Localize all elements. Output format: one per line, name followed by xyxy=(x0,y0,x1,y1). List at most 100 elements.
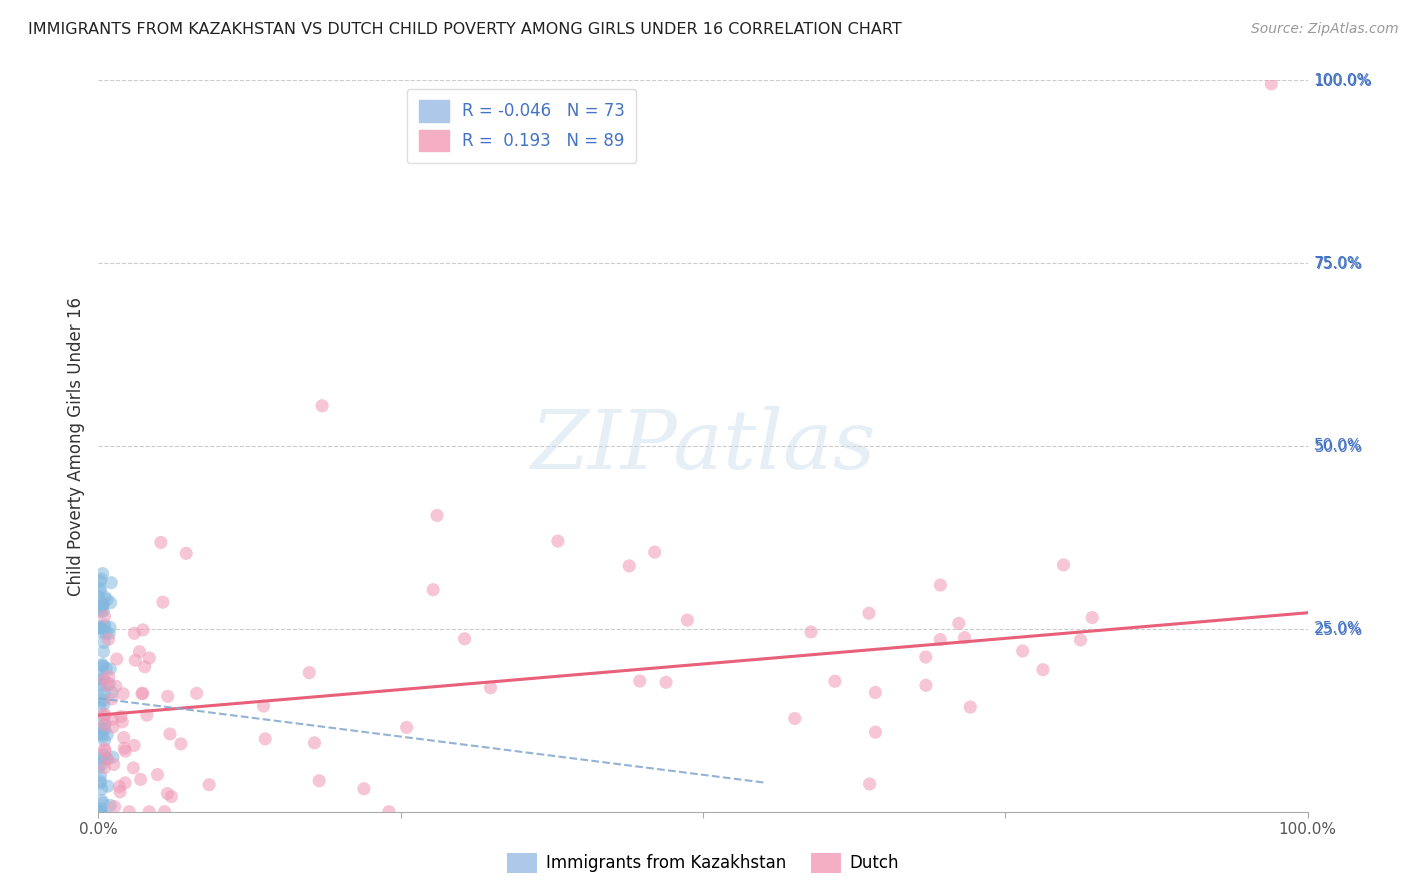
Point xyxy=(118,805,141,819)
Point xyxy=(87,668,110,682)
Point xyxy=(783,711,806,725)
Point xyxy=(94,717,117,731)
Y-axis label: Child Poverty Among Girls Under 16: Child Poverty Among Girls Under 16 xyxy=(66,296,84,596)
Point xyxy=(110,709,132,723)
Point xyxy=(948,616,970,631)
Point xyxy=(174,546,197,560)
Legend: Immigrants from Kazakhstan, Dutch: Immigrants from Kazakhstan, Dutch xyxy=(501,847,905,880)
Point xyxy=(308,773,330,788)
Point xyxy=(90,621,112,635)
Point xyxy=(628,673,651,688)
Point xyxy=(138,805,160,819)
Point xyxy=(90,793,112,807)
Point xyxy=(101,692,124,706)
Point xyxy=(89,776,111,790)
Point xyxy=(353,781,375,796)
Point xyxy=(149,535,172,549)
Point xyxy=(1011,644,1033,658)
Point xyxy=(644,545,666,559)
Point xyxy=(93,686,115,700)
Point xyxy=(122,739,145,753)
Point xyxy=(93,697,115,711)
Point xyxy=(93,709,115,723)
Point xyxy=(1052,558,1074,572)
Point xyxy=(132,623,155,637)
Point xyxy=(112,741,135,756)
Point xyxy=(1081,610,1104,624)
Point xyxy=(1260,77,1282,91)
Point xyxy=(129,772,152,787)
Point xyxy=(108,785,131,799)
Point xyxy=(453,632,475,646)
Point xyxy=(91,566,114,581)
Point xyxy=(94,661,117,675)
Point xyxy=(87,619,110,633)
Point xyxy=(114,744,136,758)
Point xyxy=(146,767,169,781)
Point xyxy=(97,632,120,647)
Point xyxy=(91,805,114,819)
Point xyxy=(87,590,110,604)
Point xyxy=(101,685,124,699)
Point xyxy=(94,723,117,737)
Point xyxy=(104,679,127,693)
Point xyxy=(93,609,115,624)
Point xyxy=(929,632,952,647)
Point xyxy=(96,752,118,766)
Point xyxy=(91,729,114,743)
Point xyxy=(94,590,117,604)
Point xyxy=(93,644,115,658)
Point xyxy=(98,662,121,676)
Point xyxy=(311,399,333,413)
Point xyxy=(159,727,181,741)
Point xyxy=(479,681,502,695)
Point xyxy=(91,659,114,673)
Point xyxy=(91,657,114,672)
Point xyxy=(105,652,128,666)
Point xyxy=(93,620,115,634)
Point xyxy=(94,743,117,757)
Point xyxy=(97,670,120,684)
Legend: R = -0.046   N = 73, R =  0.193   N = 89: R = -0.046 N = 73, R = 0.193 N = 89 xyxy=(406,88,637,163)
Point xyxy=(100,575,122,590)
Point xyxy=(90,572,112,586)
Point xyxy=(89,583,111,598)
Point xyxy=(101,712,124,726)
Point xyxy=(915,678,938,692)
Point xyxy=(156,787,179,801)
Point xyxy=(90,693,112,707)
Point xyxy=(426,508,449,523)
Point xyxy=(132,686,155,700)
Point xyxy=(929,578,952,592)
Point xyxy=(959,700,981,714)
Point xyxy=(138,651,160,665)
Text: 75.0%: 75.0% xyxy=(1313,256,1362,270)
Point xyxy=(93,742,115,756)
Point xyxy=(93,733,115,747)
Point xyxy=(858,777,880,791)
Point xyxy=(655,675,678,690)
Point xyxy=(93,673,115,687)
Point xyxy=(824,674,846,689)
Point xyxy=(170,737,193,751)
Point xyxy=(800,624,823,639)
Point xyxy=(90,582,112,596)
Point xyxy=(91,672,114,686)
Point xyxy=(90,757,112,772)
Point xyxy=(93,713,115,727)
Point xyxy=(304,736,326,750)
Point xyxy=(98,798,121,813)
Point xyxy=(101,750,124,764)
Point xyxy=(93,693,115,707)
Point xyxy=(90,678,112,692)
Point xyxy=(89,723,111,737)
Point xyxy=(91,604,114,618)
Point xyxy=(91,747,114,762)
Point xyxy=(619,558,641,573)
Point xyxy=(94,625,117,640)
Text: 50.0%: 50.0% xyxy=(1313,439,1362,453)
Point xyxy=(108,780,131,794)
Point xyxy=(91,596,114,610)
Point xyxy=(112,731,135,745)
Point xyxy=(160,789,183,804)
